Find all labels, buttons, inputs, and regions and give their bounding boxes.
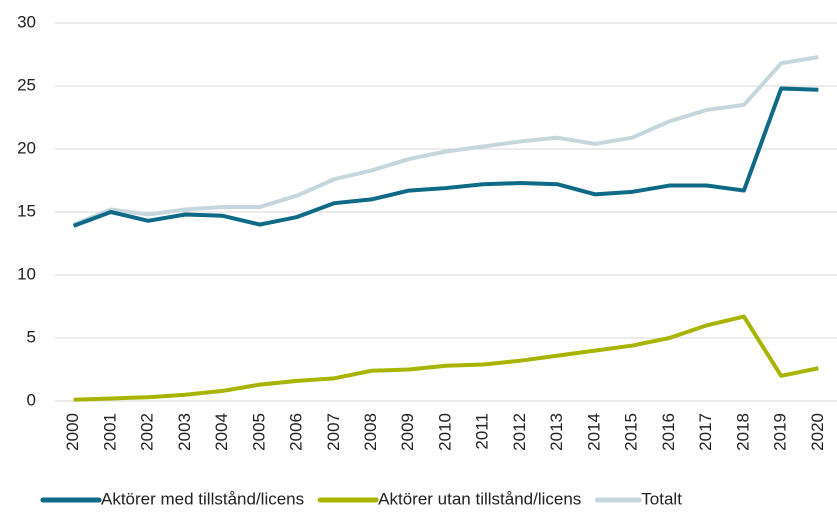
y-tick-label: 10: [17, 264, 36, 283]
legend-label: Aktörer utan tillstånd/licens: [378, 489, 581, 508]
x-tick-label: 2000: [63, 413, 82, 451]
y-tick-label: 5: [27, 327, 36, 346]
x-tick-label: 2003: [175, 413, 194, 451]
x-tick-label: 2020: [808, 413, 827, 451]
y-tick-label: 20: [17, 138, 36, 157]
y-tick-label: 15: [17, 201, 36, 220]
x-tick-label: 2018: [733, 413, 752, 451]
x-tick-label: 2007: [324, 413, 343, 451]
x-tick-label: 2013: [547, 413, 566, 451]
legend-label: Aktörer med tillstånd/licens: [101, 489, 304, 508]
x-tick-label: 2009: [398, 413, 417, 451]
x-tick-label: 2014: [584, 413, 603, 451]
x-tick-label: 2016: [659, 413, 678, 451]
y-tick-label: 25: [17, 75, 36, 94]
x-tick-label: 2015: [622, 413, 641, 451]
y-tick-label: 0: [27, 390, 36, 409]
x-tick-label: 2010: [435, 413, 454, 451]
x-tick-label: 2001: [100, 413, 119, 451]
x-tick-label: 2006: [287, 413, 306, 451]
x-tick-label: 2005: [249, 413, 268, 451]
series-line: [72, 55, 819, 227]
x-tick-label: 2008: [361, 413, 380, 451]
series-line: [73, 314, 819, 402]
x-tick-label: 2017: [696, 413, 715, 451]
x-tick-label: 2002: [138, 413, 157, 451]
x-tick-label: 2004: [212, 413, 231, 451]
x-tick-label: 2012: [510, 413, 529, 451]
x-tick-label: 2011: [473, 413, 492, 450]
legend-label: Totalt: [641, 489, 682, 508]
series-line: [72, 86, 819, 228]
x-tick-label: 2019: [771, 413, 790, 451]
y-tick-label: 30: [17, 12, 36, 31]
